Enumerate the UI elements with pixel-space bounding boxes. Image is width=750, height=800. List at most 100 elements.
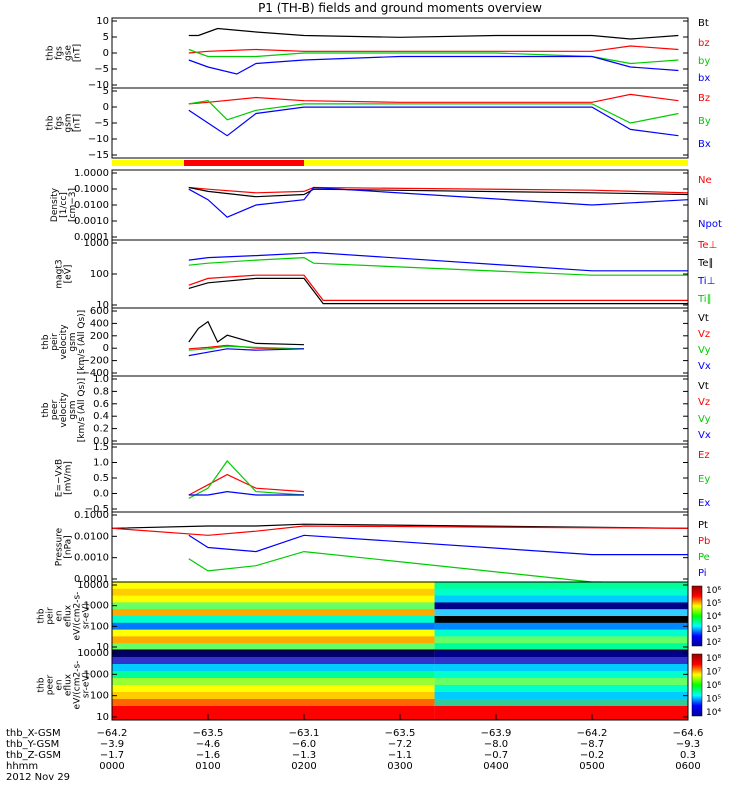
y-axis-label: Density: [50, 187, 60, 222]
spectrogram-band: [434, 664, 688, 672]
panel-fgs_gse: Bt bz by bx 10 5 0 −5 −10 thb fgs gse [nT]: [46, 16, 711, 91]
legend-entry: Vz: [698, 397, 710, 408]
series-pressure-0: [111, 523, 689, 529]
y-tick-label: −15: [88, 150, 109, 161]
spectrogram-band: [112, 678, 435, 686]
y-tick-label: 10: [96, 712, 109, 723]
y-tick-label: 600: [90, 306, 109, 317]
series-temperature-1: [188, 256, 688, 276]
legend-entry: Pb: [698, 536, 710, 547]
legend-entry: Vy: [698, 414, 711, 425]
legend-entry: Vx: [698, 361, 711, 372]
legend-entry: Vy: [698, 345, 711, 356]
series-fgs_gsm-2: [188, 106, 679, 137]
y-tick-label: 0.0100: [74, 200, 109, 211]
y-axis-label: en: [55, 679, 65, 690]
x-tick-label: −1.7: [100, 750, 124, 761]
x-axis-row-label: thb_X-GSM: [6, 728, 61, 739]
y-tick-label: 400: [90, 318, 109, 329]
y-tick-label: −10: [88, 134, 109, 145]
spectrogram-band: [434, 699, 688, 707]
y-tick-label: 1.0000: [74, 168, 109, 179]
series-fgs_gsm-1: [188, 100, 679, 124]
x-tick-label: 0300: [387, 761, 412, 772]
colorbar-tick-label: 10²: [706, 638, 721, 648]
x-tick-label: −63.9: [481, 728, 512, 739]
spectrogram-band: [112, 582, 435, 590]
x-axis-row-label: hhmm: [6, 761, 38, 772]
y-axis-label: [km/s (All Qs)]: [77, 310, 87, 374]
y-axis-label: eV/(cm2-s-: [73, 661, 83, 710]
legend-entry: Ez: [698, 450, 710, 461]
panel-frame: [111, 239, 689, 309]
spectrogram-band: [434, 636, 688, 644]
legend-entry: Bz: [698, 93, 710, 104]
spectrogram-band: [112, 616, 435, 624]
region-bar-yellow: [112, 160, 688, 166]
colorbar-tick-label: 10⁵: [706, 599, 721, 609]
y-tick-label: −10: [88, 80, 109, 91]
spectrogram-band: [434, 602, 688, 610]
series-peir_velocity-2: [188, 345, 305, 351]
colorbar-tick-label: 10³: [706, 625, 721, 635]
y-axis-label: en: [55, 610, 65, 621]
y-axis-label: [eV]: [64, 265, 74, 284]
y-tick-label: 1000: [84, 601, 109, 612]
x-tick-label: 0400: [483, 761, 508, 772]
y-axis-label: thb: [41, 402, 51, 417]
y-axis-label: thb: [41, 334, 51, 349]
series-pressure-3: [188, 550, 602, 583]
y-axis-label: velocity: [59, 324, 69, 360]
y-axis-label: [nPa]: [64, 535, 74, 558]
y-axis-label: gse: [64, 45, 74, 61]
panel-peer_velocity: Vt Vz Vy Vx 1.00.8 0.60.4 0.20.0 thb peer velocit…: [41, 374, 711, 447]
legend-entry: Vz: [698, 329, 710, 340]
legend-entry: by: [698, 56, 710, 67]
y-axis-label: peer: [50, 399, 60, 420]
y-tick-label: 0.4: [93, 411, 109, 422]
spectrogram-band: [112, 685, 435, 693]
y-tick-label: 0.0001: [74, 232, 109, 243]
y-tick-label: 10000: [77, 580, 109, 591]
y-tick-label: 0: [103, 102, 109, 113]
x-tick-label: −1.1: [388, 750, 412, 761]
series-temperature-2: [188, 274, 688, 301]
colorbar-tick-label: 10⁴: [706, 708, 721, 718]
spectrogram-band: [112, 706, 435, 714]
spectrogram-band: [112, 595, 435, 603]
series-fgs_gse-0: [188, 27, 679, 40]
x-tick-label: −9.3: [676, 739, 700, 750]
x-tick-label: 0200: [291, 761, 316, 772]
y-tick-label: 1.5: [93, 442, 109, 453]
y-axis-label: thb: [37, 677, 47, 692]
panel-efield: Ez Ey Ex 1.5 1.0 0.5 0.0 −0.5 E=−VxB [mV/m]: [55, 442, 711, 515]
y-tick-label: 1000: [84, 238, 109, 249]
legend-entry: Pe: [698, 552, 710, 563]
legend-entry: Npot: [698, 219, 722, 230]
y-axis-label: gsm: [68, 332, 78, 351]
y-tick-label: 200: [90, 331, 109, 342]
x-tick-label: −63.5: [385, 728, 416, 739]
series-fgs_gse-2: [188, 48, 679, 65]
y-tick-label: 100: [90, 621, 109, 632]
spectrogram-band: [434, 650, 688, 658]
series-density-0: [188, 186, 689, 194]
x-tick-label: −1.3: [292, 750, 316, 761]
x-tick-label: −6.0: [292, 739, 316, 750]
legend-entry: bz: [698, 38, 710, 49]
legend-entry: Ey: [698, 474, 710, 485]
series-fgs_gse-3: [188, 55, 679, 75]
spectrogram-band: [112, 657, 435, 665]
series-efield-0: [188, 473, 305, 496]
y-axis-label: sr-eV): [82, 603, 92, 629]
x-tick-label: −0.2: [580, 750, 604, 761]
panel-pressure: Pt Pb Pe Pi 0.1000 0.0100 0.0010 0.0001 Pressure…: [55, 510, 711, 585]
x-tick-label: −1.6: [196, 750, 220, 761]
series-temperature-0: [188, 251, 688, 272]
legend-entry: Te⊥: [697, 240, 717, 251]
series-pressure-1: [111, 525, 689, 536]
y-axis-label: magt3: [55, 259, 65, 288]
panel-peer_spectrogram: 10⁸ 10⁷ 10⁶ 10⁵ 10⁴ 10000 1000 100 10 thb peer en ef…: [37, 648, 722, 723]
